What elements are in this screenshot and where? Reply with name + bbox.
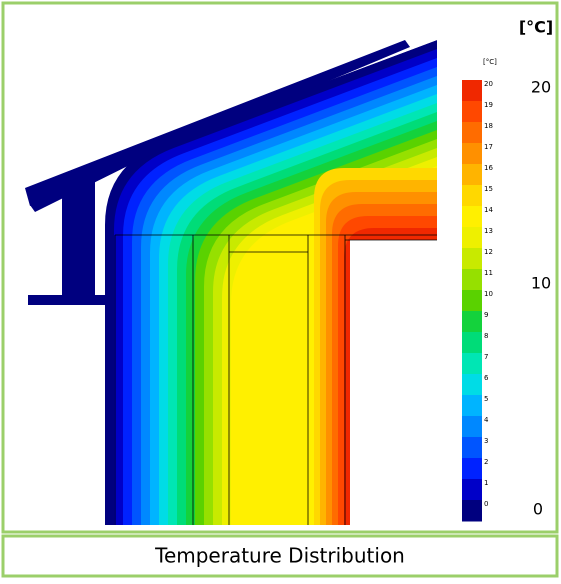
scale-label: 10	[531, 274, 551, 293]
temperature-field	[25, 40, 437, 525]
legend-swatch	[462, 500, 482, 522]
legend-tick-label: 1	[484, 479, 488, 487]
legend-tick-label: 17	[484, 143, 493, 151]
legend-swatch	[462, 101, 482, 123]
legend-swatch	[462, 290, 482, 312]
legend-tick-label: 18	[484, 122, 493, 130]
legend-tick-label: 19	[484, 101, 493, 109]
legend-swatch	[462, 185, 482, 207]
legend-tick-label: 9	[484, 311, 488, 319]
legend-swatch	[462, 353, 482, 375]
legend-tick-label: 2	[484, 458, 488, 466]
legend-swatch	[462, 143, 482, 165]
legend-swatch	[462, 416, 482, 438]
legend-swatch	[462, 248, 482, 270]
caption-frame	[1, 534, 559, 578]
legend-tick-label: 13	[484, 227, 493, 235]
gutter	[28, 295, 105, 305]
legend-tick-label: 15	[484, 185, 493, 193]
scale-label: 20	[531, 78, 551, 97]
exterior	[25, 305, 105, 525]
legend-swatch	[462, 80, 482, 102]
fascia	[62, 178, 95, 295]
legend-tick-label: 5	[484, 395, 488, 403]
legend-tick-label: 6	[484, 374, 489, 382]
legend-swatch	[462, 332, 482, 354]
legend-swatch	[462, 479, 482, 501]
caption: Temperature Distribution	[154, 544, 405, 568]
legend-tick-label: 0	[484, 500, 488, 508]
legend-swatch	[462, 311, 482, 333]
legend-swatch	[462, 374, 482, 396]
legend-swatch	[462, 395, 482, 417]
scale-label: 0	[533, 500, 543, 519]
legend-unit: [°C]	[483, 58, 497, 66]
legend-swatch	[462, 437, 482, 459]
legend-tick-label: 7	[484, 353, 488, 361]
legend-swatch	[462, 164, 482, 186]
legend-swatch	[462, 269, 482, 291]
legend-tick-label: 4	[484, 416, 489, 424]
legend-tick-label: 14	[484, 206, 493, 214]
room	[350, 240, 437, 525]
legend-swatch	[462, 206, 482, 228]
unit-label: [°C]	[519, 18, 553, 37]
legend-swatch	[462, 227, 482, 249]
legend-tick-label: 10	[484, 290, 493, 298]
legend-tick-label: 12	[484, 248, 493, 256]
legend-tick-label: 8	[484, 332, 488, 340]
legend-tick-label: 20	[484, 80, 493, 88]
legend-tick-label: 3	[484, 437, 488, 445]
legend-tick-label: 11	[484, 269, 493, 277]
legend-swatch	[462, 458, 482, 480]
legend-tick-label: 16	[484, 164, 493, 172]
legend-swatch	[462, 122, 482, 144]
